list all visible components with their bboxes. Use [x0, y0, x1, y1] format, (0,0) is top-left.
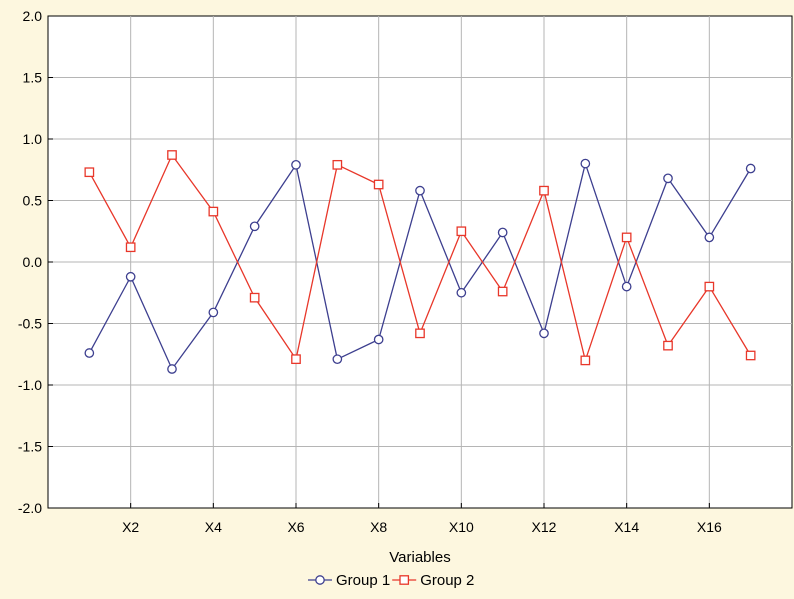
series-layer — [84, 150, 756, 374]
data-point — [621, 281, 632, 292]
y-tick-label: -0.5 — [18, 316, 42, 332]
data-point — [497, 227, 508, 238]
data-point — [125, 242, 136, 253]
x-axis-title: Variables — [389, 549, 450, 566]
y-tick-label: 0.0 — [23, 254, 43, 270]
data-point — [663, 173, 673, 184]
data-point — [704, 232, 715, 243]
data-point — [580, 355, 591, 366]
data-point — [745, 350, 756, 361]
legend-item: Group 1 — [308, 572, 390, 589]
x-axis-ticks: X2 X4 X6 X8 X10 X12 X14 X16 — [122, 503, 722, 535]
data-point — [663, 340, 673, 351]
data-point — [745, 163, 756, 174]
legend-label: Group 2 — [420, 572, 474, 589]
y-tick-label: 0.5 — [23, 193, 43, 209]
series-group-1 — [84, 158, 756, 374]
y-tick-label: 2.0 — [23, 8, 43, 24]
x-tick-label: X8 — [370, 519, 387, 535]
data-point — [580, 158, 591, 169]
x-tick-label: X10 — [449, 519, 474, 535]
data-point — [208, 307, 219, 318]
x-tick-label: X4 — [205, 519, 222, 535]
data-point — [84, 348, 95, 358]
y-tick-label: -1.0 — [18, 377, 42, 393]
data-point — [497, 286, 508, 297]
data-point — [456, 287, 467, 298]
data-point — [373, 179, 384, 190]
data-point — [84, 167, 95, 178]
legend-label: Group 1 — [336, 572, 390, 589]
grid — [48, 16, 792, 508]
x-tick-label: X14 — [614, 519, 639, 535]
data-point — [539, 328, 549, 339]
data-point — [415, 185, 425, 196]
data-point — [704, 281, 715, 292]
legend-marker — [399, 575, 410, 585]
data-point — [291, 159, 301, 170]
x-tick-label: X16 — [697, 519, 722, 535]
data-point — [249, 221, 260, 232]
y-axis-ticks: -2.0 -1.5 -1.0 -0.5 0.0 0.5 1.0 1.5 2.0 — [18, 8, 53, 516]
legend: Group 1 Group 2 — [308, 572, 474, 589]
data-point — [332, 159, 343, 170]
series-group-2 — [84, 150, 756, 366]
x-tick-label: X2 — [122, 519, 139, 535]
data-point — [539, 185, 549, 196]
data-point — [167, 150, 177, 160]
data-point — [208, 206, 219, 217]
data-point — [125, 271, 136, 282]
data-point — [291, 354, 301, 365]
x-tick-label: X6 — [287, 519, 304, 535]
data-point — [373, 334, 384, 345]
legend-marker — [315, 575, 325, 585]
y-tick-label: 1.0 — [23, 131, 43, 147]
x-tick-label: X12 — [532, 519, 557, 535]
data-point — [415, 328, 425, 339]
data-point — [621, 232, 632, 243]
data-point — [456, 226, 467, 237]
data-point — [249, 292, 260, 303]
y-tick-label: -1.5 — [18, 439, 42, 455]
data-point — [167, 364, 177, 374]
y-tick-label: 1.5 — [23, 70, 43, 86]
legend-item: Group 2 — [392, 572, 474, 589]
data-point — [332, 354, 343, 365]
y-tick-label: -2.0 — [18, 500, 42, 516]
